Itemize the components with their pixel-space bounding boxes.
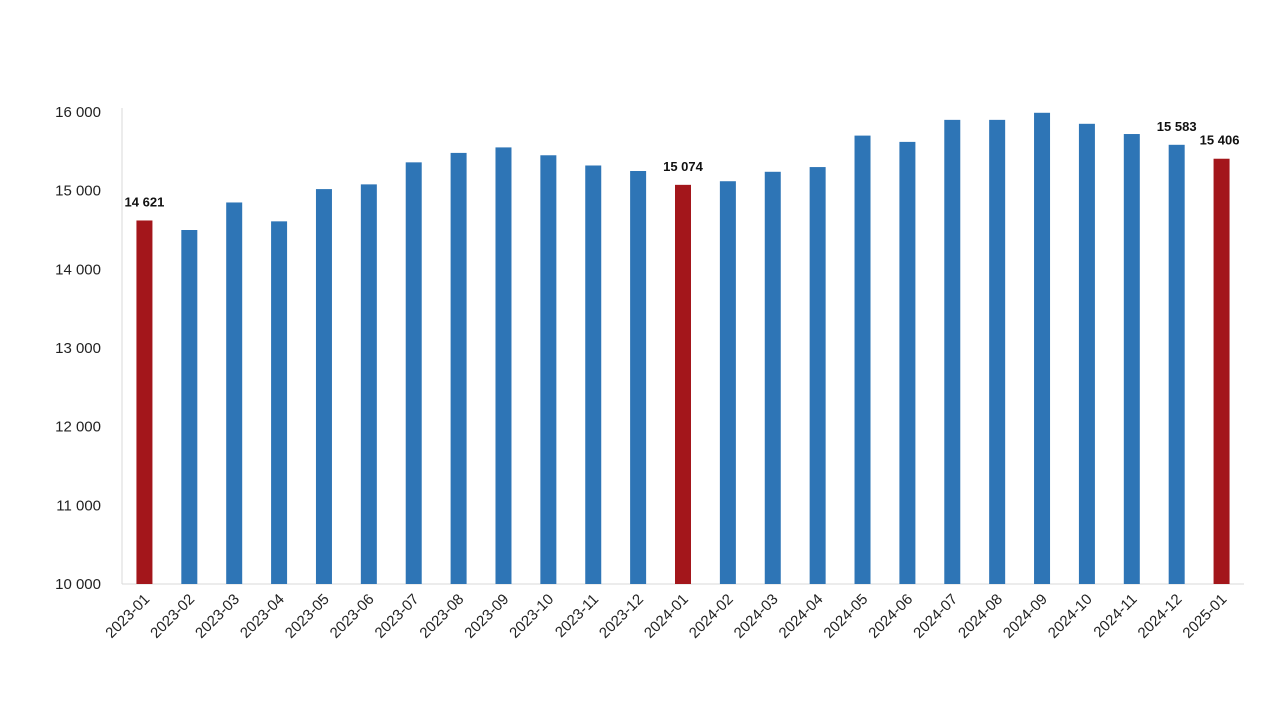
bar-2024-08 bbox=[989, 119, 1006, 584]
bar-2023-09 bbox=[495, 147, 512, 584]
x-tick-label: 2023-07 bbox=[372, 591, 423, 642]
y-tick-label: 16 000 bbox=[55, 104, 101, 121]
bar-2023-08 bbox=[450, 152, 467, 584]
x-tick-label: 2023-09 bbox=[461, 591, 512, 642]
bar-2024-01 bbox=[675, 184, 691, 584]
x-tick-label: 2024-08 bbox=[955, 591, 1006, 642]
y-tick-label: 10 000 bbox=[55, 576, 101, 593]
bar-2023-11 bbox=[585, 165, 602, 584]
bar-2023-01 bbox=[136, 220, 153, 585]
x-tick-label: 2024-11 bbox=[1090, 591, 1140, 641]
x-tick-label: 2023-01 bbox=[102, 591, 153, 642]
bar-2024-04 bbox=[809, 167, 826, 585]
y-tick-label: 12 000 bbox=[55, 419, 101, 436]
y-tick-label: 15 000 bbox=[55, 183, 101, 200]
bar-2024-09 bbox=[1034, 112, 1051, 584]
bar-2024-06 bbox=[899, 141, 916, 585]
x-tick-label: 2024-05 bbox=[820, 591, 871, 642]
y-tick-label: 13 000 bbox=[55, 340, 101, 357]
bar-2023-07 bbox=[405, 162, 422, 584]
bar-2023-10 bbox=[540, 155, 557, 584]
bar-2023-02 bbox=[181, 230, 198, 584]
bar-2024-11 bbox=[1123, 134, 1140, 584]
bar-2024-05 bbox=[854, 135, 871, 584]
x-tick-label: 2024-07 bbox=[910, 591, 961, 642]
data-label: 15 583 bbox=[1157, 119, 1197, 134]
x-tick-label: 2024-03 bbox=[731, 591, 782, 642]
bar-2023-05 bbox=[315, 189, 332, 585]
bar-2023-03 bbox=[226, 202, 243, 584]
bar-2024-07 bbox=[944, 119, 961, 584]
x-tick-label: 2023-04 bbox=[237, 591, 288, 642]
x-tick-label: 2023-12 bbox=[596, 591, 647, 642]
bar-2024-03 bbox=[764, 171, 781, 584]
x-tick-label: 2023-08 bbox=[416, 591, 467, 642]
x-tick-label: 2024-04 bbox=[776, 591, 827, 642]
x-tick-label: 2023-06 bbox=[327, 591, 378, 642]
y-tick-label: 11 000 bbox=[56, 497, 101, 514]
bar-2023-04 bbox=[271, 221, 288, 584]
data-label: 15 074 bbox=[663, 159, 704, 174]
x-tick-label: 2023-02 bbox=[147, 591, 198, 642]
x-tick-label: 2023-10 bbox=[506, 591, 557, 642]
bar-2023-06 bbox=[360, 184, 377, 584]
bar-2024-02 bbox=[719, 181, 736, 584]
x-tick-label: 2024-09 bbox=[1000, 591, 1051, 642]
x-tick-label: 2023-05 bbox=[282, 591, 333, 642]
bar-2023-12 bbox=[630, 171, 647, 584]
x-tick-label: 2024-10 bbox=[1045, 591, 1096, 642]
x-tick-label: 2024-01 bbox=[641, 591, 692, 642]
bar-2024-10 bbox=[1078, 123, 1095, 585]
x-tick-label: 2024-12 bbox=[1135, 591, 1186, 642]
x-tick-label: 2024-02 bbox=[686, 591, 737, 642]
x-tick-label: 2023-11 bbox=[552, 591, 602, 641]
data-label: 15 406 bbox=[1200, 133, 1240, 148]
x-tick-label: 2023-03 bbox=[192, 591, 243, 642]
bar-2024-12 bbox=[1168, 144, 1185, 584]
y-tick-label: 14 000 bbox=[55, 261, 101, 278]
x-tick-label: 2024-06 bbox=[865, 591, 916, 642]
x-tick-label: 2025-01 bbox=[1179, 591, 1230, 642]
bar-2025-01 bbox=[1213, 158, 1230, 584]
data-label: 14 621 bbox=[125, 194, 165, 209]
